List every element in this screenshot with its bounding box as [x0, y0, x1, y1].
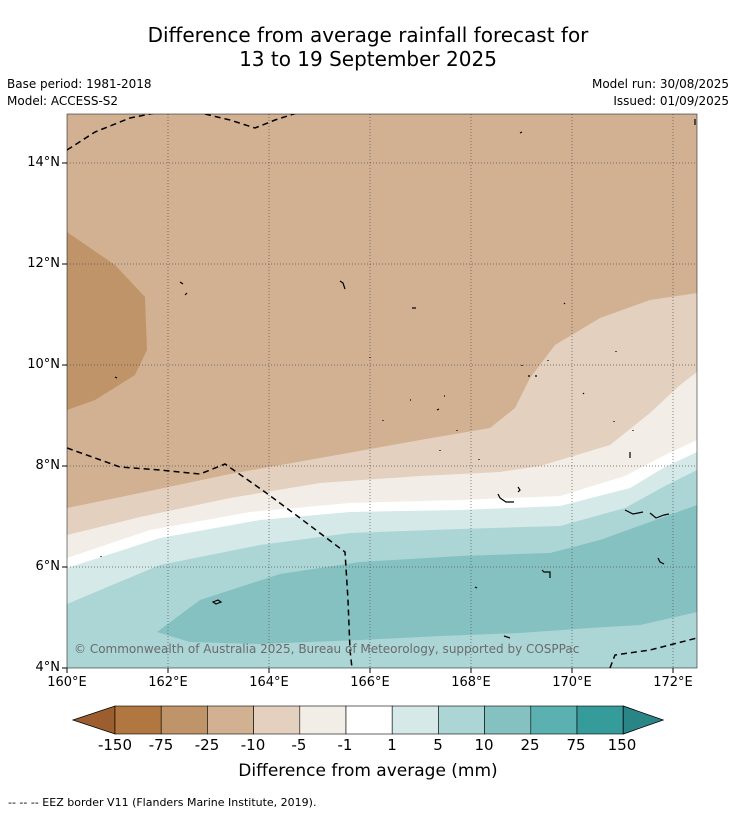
- lon-label-170e: 170°E: [552, 675, 592, 690]
- colorbar-tick: 10: [474, 736, 494, 754]
- model-text: Model: ACCESS-S2: [7, 94, 119, 108]
- colorbar-segment: [114, 705, 162, 735]
- issued-text: Issued: 01/09/2025: [613, 94, 729, 108]
- island-outlines: [100, 119, 696, 639]
- colorbar-segment: [438, 705, 485, 735]
- colorbar-tick: -150: [97, 736, 133, 754]
- colorbar-tick: 75: [566, 736, 586, 754]
- colorbar-tick: 150: [607, 736, 637, 754]
- lat-label-8n: 8°N: [35, 458, 61, 473]
- rainfall-contours: [67, 114, 697, 668]
- colorbar-tick: -25: [194, 736, 220, 754]
- lon-label-166e: 166°E: [350, 675, 390, 690]
- colorbar-tick: -1: [337, 736, 353, 754]
- lat-label-10n: 10°N: [27, 357, 60, 372]
- lon-label-172e: 172°E: [653, 675, 693, 690]
- lon-label-168e: 168°E: [451, 675, 491, 690]
- colorbar-tick: -5: [291, 736, 307, 754]
- colorbar-segment: [576, 705, 624, 735]
- colorbar-tick: 1: [387, 736, 397, 754]
- colorbar-segment: [484, 705, 532, 735]
- copyright-notice: © Commonwealth of Australia 2025, Bureau…: [74, 642, 579, 656]
- map-gridlines: [67, 114, 697, 668]
- model-run-text: Model run: 30/08/2025: [591, 77, 729, 91]
- lon-label-164e: 164°E: [249, 675, 289, 690]
- eez-legend-note: -- -- -- EEZ border V11 (Flanders Marine…: [8, 796, 317, 809]
- title-line-2: 13 to 19 September 2025: [239, 47, 497, 71]
- colorbar-segment: [253, 705, 301, 735]
- colorbar-segment: [530, 705, 578, 735]
- lat-label-12n: 12°N: [27, 256, 60, 271]
- colorbar-extend-high: [622, 705, 665, 735]
- colorbar-tick: 25: [520, 736, 540, 754]
- colorbar-tick: -75: [148, 736, 174, 754]
- contour-wet-10: [157, 505, 697, 644]
- colorbar-label: Difference from average (mm): [238, 761, 498, 781]
- lon-label-162e: 162°E: [148, 675, 188, 690]
- title-line-1: Difference from average rainfall forecas…: [147, 23, 589, 47]
- contour-dry-25: [67, 232, 147, 410]
- colorbar-segment: [391, 705, 439, 735]
- colorbar-extend-low: [71, 705, 116, 735]
- axis-ticks: [62, 162, 674, 673]
- lat-label-14n: 14°N: [27, 155, 60, 170]
- colorbar-segment: [299, 705, 347, 735]
- colorbar-tick: 5: [433, 736, 443, 754]
- colorbar-tick: -10: [240, 736, 266, 754]
- lat-label-6n: 6°N: [35, 559, 61, 574]
- colorbar: [71, 705, 665, 735]
- lat-label-4n: 4°N: [35, 660, 61, 675]
- eez-borders: [67, 114, 697, 668]
- map-frame: [66, 113, 698, 669]
- base-period-text: Base period: 1981-2018: [7, 77, 152, 91]
- colorbar-segment: [160, 705, 208, 735]
- lon-label-160e: 160°E: [47, 675, 87, 690]
- colorbar-segment: [345, 705, 393, 735]
- colorbar-segment: [207, 705, 254, 735]
